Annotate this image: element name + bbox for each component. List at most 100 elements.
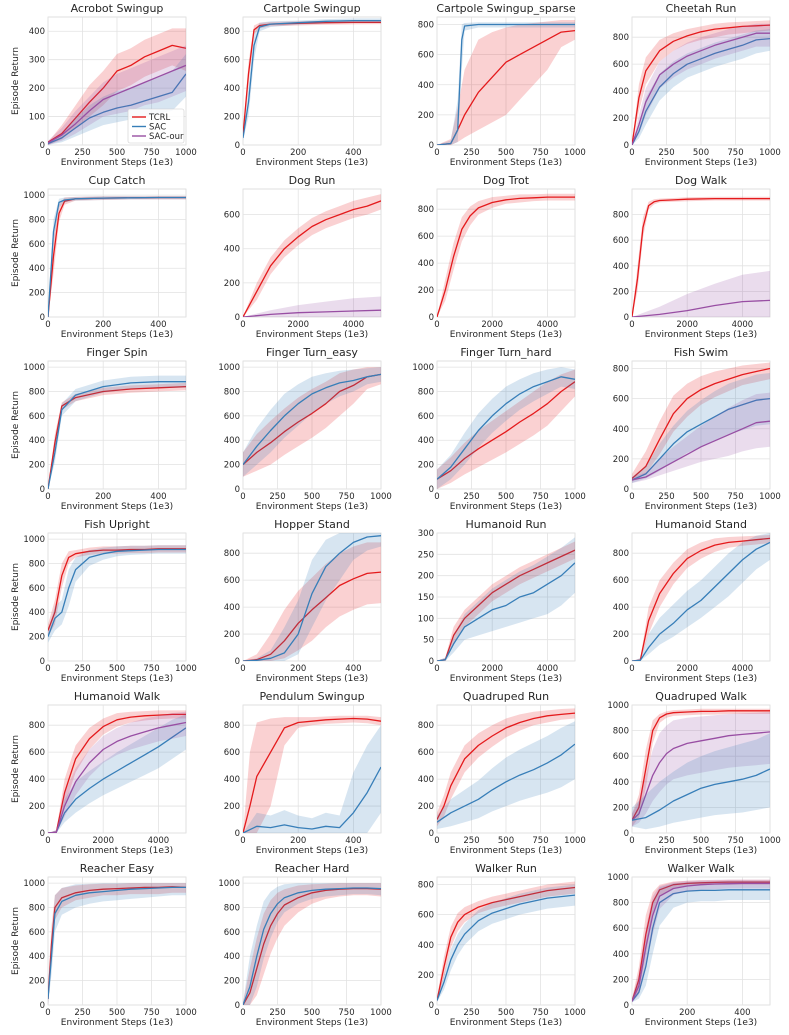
chart-walker-walk-sac-band	[632, 880, 770, 1003]
chart-pendulum-swingup-ytick-label: 200	[224, 802, 240, 812]
chart-reacher-easy-xtick-label: 500	[109, 1008, 125, 1018]
chart-cartpole-swingup-ytick-label: 800	[224, 27, 240, 37]
chart-reacher-easy-xtick-label: 250	[74, 1008, 90, 1018]
chart-quadruped-run-xtick-label: 250	[463, 836, 479, 846]
chart-humanoid-walk: 0 2000 4000 0 200 400 600 800 Humanoid Walk Envir…	[11, 690, 187, 856]
chart-cartpole-swingup-ytick-label: 400	[224, 84, 240, 94]
chart-cheetah-run-sac-line	[632, 37, 770, 145]
chart-walker-run-ytick-label: 200	[418, 971, 434, 981]
chart-hopper-stand: 0 200 400 0 200 400 600 800 Hopper Stand Environm…	[224, 518, 382, 684]
chart-dog-trot-ytick-label: 600	[418, 232, 434, 242]
chart-finger-turn-easy: 0 250 500 750 1000 0 200 400 600 800 1000 Finger Tu…	[218, 346, 391, 512]
chart-acrobot-swingup-title: Acrobot Swingup	[71, 2, 164, 15]
chart-cup-catch-ytick-label: 200	[29, 289, 45, 299]
chart-quadruped-walk: 0 250 500 750 1000 0 200 400 600 800 1000 Quadruped…	[607, 690, 780, 856]
chart-fish-swim-tcrl-band	[632, 362, 770, 482]
chart-humanoid-walk-ytick-label: 600	[29, 748, 45, 758]
chart-dog-walk-xtick-label: 0	[629, 320, 634, 330]
chart-reacher-easy-ytick-label: 600	[29, 928, 45, 938]
chart-reacher-hard-sac-band	[243, 883, 381, 1005]
chart-fish-upright-ytick-label: 600	[29, 584, 45, 594]
chart-cartpole-swingup: 0 200 400 0 200 400 600 800 Cartpole Swingup Envi…	[224, 2, 382, 168]
chart-walker-run-xlabel: Environment Steps (1e3)	[450, 1018, 562, 1028]
chart-walker-run-xtick-label: 250	[463, 1008, 479, 1018]
chart-quadruped-run-series-group	[437, 708, 575, 829]
chart-walker-run-xtick-label: 0	[434, 1008, 439, 1018]
chart-reacher-easy-title: Reacher Easy	[80, 862, 155, 875]
chart-dog-trot-plot-area	[436, 188, 576, 318]
chart-humanoid-walk-sac-our-band	[48, 711, 186, 833]
chart-quadruped-run-ytick-label: 400	[418, 775, 434, 785]
chart-quadruped-walk-ytick-label: 800	[613, 727, 629, 737]
chart-quadruped-walk-series-group	[632, 708, 770, 830]
chart-humanoid-walk-xtick-label: 4000	[148, 836, 170, 846]
chart-hopper-stand-sac-line	[243, 535, 381, 661]
chart-fish-upright-title: Fish Upright	[84, 518, 150, 531]
chart-hopper-stand-xtick-label: 200	[290, 664, 306, 674]
chart-humanoid-walk-ytick-label: 200	[29, 802, 45, 812]
chart-pendulum-swingup-tcrl-band	[243, 715, 381, 833]
chart-walker-walk: 0 200 400 0 200 400 600 800 1000 Walker Walk Envir…	[607, 862, 771, 1028]
chart-hopper-stand-tcrl-band	[243, 542, 381, 661]
chart-hopper-stand-ytick-label: 0	[235, 657, 240, 667]
chart-humanoid-stand-ytick-label: 400	[613, 603, 629, 613]
chart-acrobot-swingup-ytick-label: 200	[29, 84, 45, 94]
chart-reacher-hard-series-group	[243, 883, 381, 1005]
chart-dog-walk-xtick-label: 2000	[676, 320, 698, 330]
chart-pendulum-swingup-ytick-label: 800	[224, 721, 240, 731]
chart-humanoid-run-xlabel: Environment Steps (1e3)	[450, 674, 562, 684]
chart-humanoid-walk-tcrl-band	[48, 710, 186, 833]
chart-quadruped-walk-tcrl-line	[632, 710, 770, 821]
chart-humanoid-run-series-group	[437, 537, 575, 661]
chart-humanoid-stand-xtick-label: 0	[629, 664, 634, 674]
chart-cup-catch-ylabel: Episode Return	[11, 219, 21, 287]
chart-cheetah-run-ytick-label: 0	[624, 141, 629, 151]
chart-cartpole-swingup-sac-line	[243, 19, 381, 138]
chart-dog-trot-ytick-label: 400	[418, 259, 434, 269]
chart-cheetah-run-xtick-label: 1000	[759, 148, 781, 158]
chart-acrobot-swingup-series-group	[48, 28, 186, 145]
chart-finger-turn-easy-xlabel: Environment Steps (1e3)	[256, 502, 368, 512]
chart-walker-walk-xtick-label: 200	[679, 1008, 695, 1018]
chart-acrobot-swingup-tcrl-band	[48, 28, 186, 145]
chart-cup-catch-series-group	[48, 196, 186, 317]
chart-humanoid-stand-series-group	[632, 533, 770, 661]
chart-humanoid-walk-sac-line	[48, 727, 186, 833]
chart-finger-spin-ytick-label: 200	[29, 461, 45, 471]
chart-humanoid-stand-ytick-label: 200	[613, 630, 629, 640]
chart-quadruped-run-xtick-label: 1000	[564, 836, 586, 846]
chart-finger-spin-xtick-label: 200	[95, 492, 111, 502]
chart-cup-catch-ytick-label: 400	[29, 264, 45, 274]
chart-fish-upright-xtick-label: 750	[143, 664, 159, 674]
chart-pendulum-swingup-xlabel: Environment Steps (1e3)	[256, 846, 368, 856]
chart-finger-turn-hard-title: Finger Turn_hard	[460, 346, 551, 359]
chart-cartpole-swingup-sparse-tcrl-band	[437, 20, 575, 145]
chart-acrobot-swingup-xlabel: Environment Steps (1e3)	[61, 158, 173, 168]
chart-finger-spin-title: Finger Spin	[86, 346, 147, 359]
chart-cartpole-swingup-xtick-label: 0	[240, 148, 245, 158]
chart-cheetah-run-series-group	[632, 20, 770, 145]
chart-finger-spin-ytick-label: 0	[40, 485, 45, 495]
chart-pendulum-swingup-tcrl-line	[243, 717, 381, 833]
chart-finger-turn-hard-xtick-label: 250	[463, 492, 479, 502]
chart-finger-spin-ytick-label: 600	[29, 412, 45, 422]
chart-finger-spin-xlabel: Environment Steps (1e3)	[61, 502, 173, 512]
chart-acrobot-swingup-sac-our-line	[48, 64, 186, 144]
chart-cheetah-run-xtick-label: 750	[727, 148, 743, 158]
chart-finger-turn-easy-xtick-label: 750	[338, 492, 354, 502]
chart-finger-turn-easy-xtick-label: 500	[304, 492, 320, 502]
chart-reacher-hard-ytick-label: 200	[224, 977, 240, 987]
chart-finger-spin-xtick-label: 0	[45, 492, 50, 502]
chart-fish-swim: 0 250 500 750 1000 0 200 400 600 800 Fish Swim Envi…	[613, 346, 781, 512]
chart-fish-swim-ytick-label: 200	[613, 455, 629, 465]
chart-quadruped-run-ytick-label: 800	[418, 721, 434, 731]
chart-finger-turn-easy-title: Finger Turn_easy	[266, 346, 358, 359]
chart-reacher-hard-xlabel: Environment Steps (1e3)	[256, 1018, 368, 1028]
chart-finger-turn-easy-xtick-label: 0	[240, 492, 245, 502]
chart-walker-run-ytick-label: 600	[418, 911, 434, 921]
chart-humanoid-walk-series-group	[48, 710, 186, 833]
chart-acrobot-swingup-tcrl-line	[48, 44, 186, 143]
chart-dog-run-ytick-label: 200	[224, 279, 240, 289]
chart-cheetah-run-ytick-label: 400	[613, 87, 629, 97]
